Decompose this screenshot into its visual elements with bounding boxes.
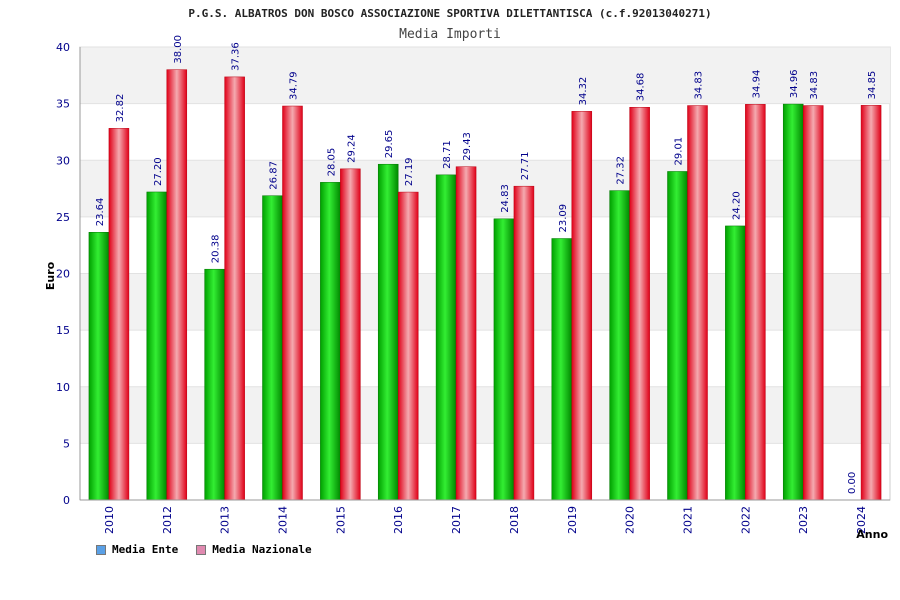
x-tick-label: 2016	[392, 506, 405, 534]
data-label: 34.85	[867, 71, 878, 100]
bar-ente-2015	[320, 182, 341, 501]
x-tick-label: 2022	[739, 506, 752, 534]
data-label: 37.36	[231, 42, 242, 71]
bar-ente-2019	[551, 238, 573, 501]
bar-nazionale-2015	[340, 168, 361, 501]
bar-ente-2018	[493, 218, 515, 501]
y-tick-label: 20	[56, 268, 70, 281]
bar-nazionale-2012	[166, 69, 188, 501]
data-label: 34.32	[578, 77, 589, 106]
x-tick-label: 2010	[103, 506, 116, 534]
bar-nazionale-2021	[687, 105, 708, 501]
y-tick-label: 0	[63, 494, 70, 507]
bar-ente-2016	[377, 163, 399, 501]
data-label: 27.71	[520, 152, 531, 181]
data-label: 27.19	[404, 157, 415, 186]
x-tick-label: 2023	[797, 506, 810, 534]
bar-nazionale-2022	[745, 104, 766, 501]
x-tick-label: 2020	[624, 506, 637, 534]
data-label: 38.00	[173, 35, 184, 64]
y-tick-label: 10	[56, 381, 70, 394]
x-axis-label: Anno	[856, 528, 888, 541]
x-axis: 2010 2012 2013 2014 2015 2016 2017 2018 2019 2020…	[80, 499, 890, 534]
x-tick-label: 2024	[855, 506, 868, 534]
bar-nazionale-2013	[224, 76, 245, 501]
data-label: 29.01	[674, 137, 685, 166]
grid-band	[80, 273, 890, 331]
bar-nazionale-2019	[571, 111, 593, 501]
data-label: 29.24	[346, 134, 357, 163]
data-label: 34.68	[636, 73, 647, 102]
x-tick-label: 2014	[277, 506, 290, 534]
bar-nazionale-2017	[455, 166, 477, 501]
legend-item-nazionale: Media Nazionale	[196, 543, 312, 556]
data-label: 34.79	[289, 71, 300, 100]
legend-swatch-ente	[96, 544, 106, 555]
bar-ente-2013	[204, 268, 225, 501]
plot-background	[79, 46, 891, 501]
x-tick-label: 2019	[566, 506, 579, 534]
data-label: 29.65	[384, 130, 395, 159]
x-tick-label: 2021	[682, 506, 695, 534]
y-axis: 0 5 10 15 20 25 30 35 40	[56, 41, 81, 507]
legend: Media Ente Media Nazionale	[96, 543, 312, 556]
x-tick-label: 2018	[508, 506, 521, 534]
bar-ente-2022	[725, 225, 746, 501]
y-tick-label: 25	[56, 211, 70, 224]
x-tick-label: 2017	[450, 506, 463, 534]
data-label: 29.43	[462, 132, 473, 161]
data-label: 0.00	[847, 472, 858, 494]
x-tick-label: 2013	[219, 506, 232, 534]
grid-band	[80, 47, 890, 104]
bar-ente-2023	[782, 103, 804, 501]
data-label: 28.05	[326, 148, 337, 177]
data-label: 28.71	[442, 140, 453, 169]
x-tick-label: 2015	[334, 506, 347, 534]
data-label: 27.32	[616, 156, 627, 185]
y-tick-label: 15	[56, 324, 70, 337]
grid-band	[80, 160, 890, 217]
data-label: 24.83	[500, 184, 511, 213]
bar-ente-2012	[146, 191, 168, 501]
data-label: 26.87	[269, 161, 280, 190]
data-label: 34.94	[751, 70, 762, 99]
legend-label-nazionale: Media Nazionale	[212, 543, 312, 556]
bar-nazionale-2010	[108, 128, 130, 501]
data-label: 34.96	[789, 69, 800, 98]
y-tick-label: 35	[56, 98, 70, 111]
data-label: 20.38	[211, 235, 222, 264]
data-label: 24.20	[731, 191, 742, 220]
bars-group: 23.64 32.82 27.20 38.00 20.38 37.36 26.87 34.79…	[88, 35, 882, 501]
bar-ente-2021	[667, 171, 688, 501]
bar-ente-2014	[262, 195, 283, 501]
chart-subtitle: Media Importi	[399, 27, 501, 42]
data-label: 23.09	[558, 204, 569, 233]
bar-nazionale-2016	[397, 191, 419, 501]
y-tick-label: 5	[63, 437, 70, 450]
bar-ente-2010	[88, 232, 110, 501]
data-label: 34.83	[694, 71, 705, 100]
data-label: 34.83	[809, 71, 820, 100]
data-label: 32.82	[115, 94, 126, 123]
bar-ente-2017	[435, 174, 457, 501]
chart-title: P.G.S. ALBATROS DON BOSCO ASSOCIAZIONE S…	[188, 7, 711, 20]
legend-swatch-nazionale	[196, 544, 207, 555]
grid-band	[80, 386, 890, 444]
y-tick-label: 40	[56, 41, 70, 54]
bar-nazionale-2023	[802, 105, 824, 501]
bar-nazionale-2014	[282, 105, 303, 501]
legend-item-ente: Media Ente	[96, 543, 178, 556]
bar-nazionale-2020	[629, 106, 650, 501]
bar-nazionale-2024	[860, 105, 882, 501]
bar-ente-2020	[609, 190, 630, 501]
y-tick-label: 30	[56, 154, 70, 167]
data-label: 23.64	[95, 198, 106, 227]
data-label: 27.20	[153, 157, 164, 186]
y-axis-label: Euro	[44, 261, 57, 290]
x-tick-label: 2012	[161, 506, 174, 534]
bar-nazionale-2018	[513, 185, 535, 501]
legend-label-ente: Media Ente	[112, 543, 179, 556]
